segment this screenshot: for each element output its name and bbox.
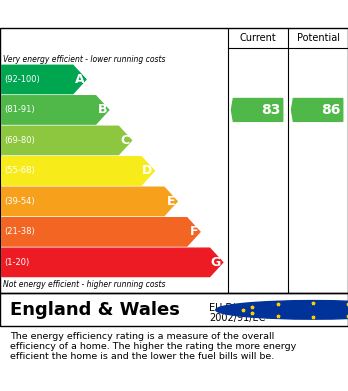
Text: Energy Efficiency Rating: Energy Efficiency Rating xyxy=(10,5,239,23)
Circle shape xyxy=(216,301,348,319)
Polygon shape xyxy=(2,65,86,93)
Text: Not energy efficient - higher running costs: Not energy efficient - higher running co… xyxy=(3,280,166,289)
Text: England & Wales: England & Wales xyxy=(10,301,180,319)
Text: Potential: Potential xyxy=(296,33,340,43)
Polygon shape xyxy=(2,157,155,185)
Text: D: D xyxy=(142,164,153,178)
Text: 2002/91/EC: 2002/91/EC xyxy=(209,313,265,323)
Text: (69-80): (69-80) xyxy=(4,136,35,145)
Text: The energy efficiency rating is a measure of the overall
efficiency of a home. T: The energy efficiency rating is a measur… xyxy=(10,332,297,361)
Text: (81-91): (81-91) xyxy=(4,106,35,115)
Text: 83: 83 xyxy=(261,103,280,117)
Text: Very energy efficient - lower running costs: Very energy efficient - lower running co… xyxy=(3,55,166,64)
Text: (1-20): (1-20) xyxy=(4,258,30,267)
Polygon shape xyxy=(2,248,223,276)
Polygon shape xyxy=(231,99,283,121)
Text: EU Directive: EU Directive xyxy=(209,303,269,313)
Polygon shape xyxy=(2,96,109,124)
Text: F: F xyxy=(190,225,198,239)
Text: C: C xyxy=(121,134,130,147)
Text: G: G xyxy=(211,256,221,269)
Text: E: E xyxy=(167,195,175,208)
Polygon shape xyxy=(291,99,343,121)
Text: (21-38): (21-38) xyxy=(4,228,35,237)
Text: (39-54): (39-54) xyxy=(4,197,35,206)
Text: (92-100): (92-100) xyxy=(4,75,40,84)
Text: (55-68): (55-68) xyxy=(4,167,35,176)
Polygon shape xyxy=(2,218,200,246)
Polygon shape xyxy=(2,187,177,215)
Text: 86: 86 xyxy=(321,103,340,117)
Text: Current: Current xyxy=(240,33,276,43)
Polygon shape xyxy=(2,126,132,154)
Text: B: B xyxy=(97,104,107,117)
Text: A: A xyxy=(74,73,84,86)
